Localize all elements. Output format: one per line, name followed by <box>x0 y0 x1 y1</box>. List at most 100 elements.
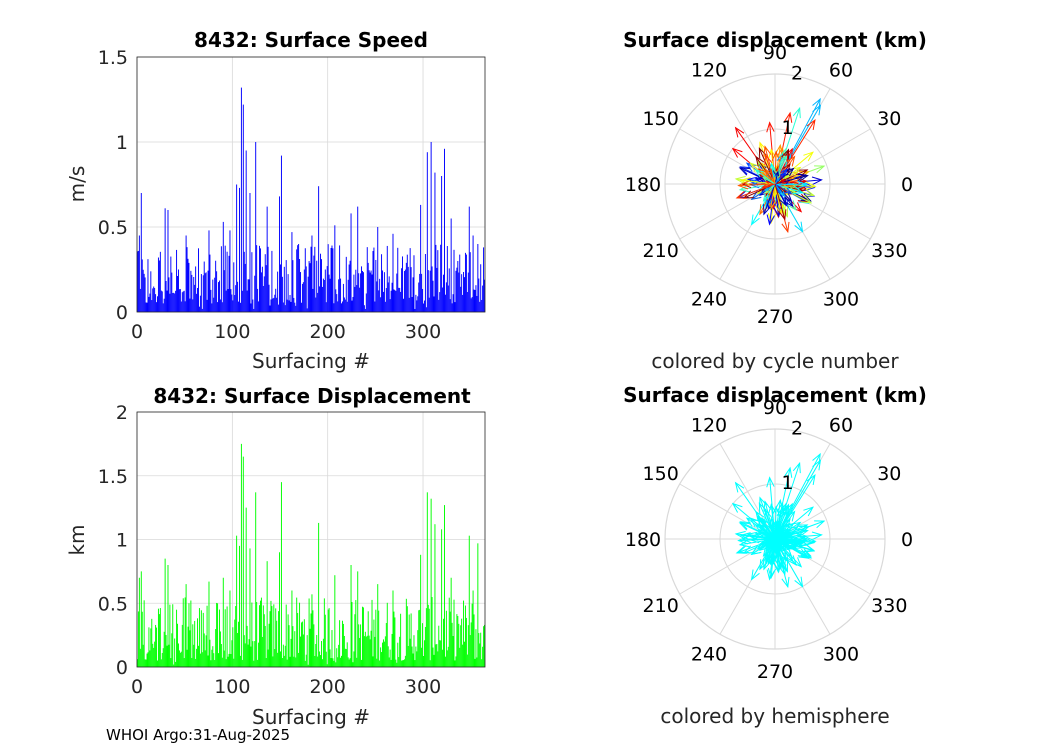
bar <box>251 602 253 667</box>
polar-angle-label: 240 <box>691 643 727 665</box>
bar <box>469 635 471 667</box>
bar <box>211 649 213 667</box>
bar <box>441 529 443 667</box>
arrow-head <box>764 168 771 176</box>
bar <box>439 292 441 312</box>
bar <box>286 299 288 312</box>
arrow-head <box>764 508 773 521</box>
arrow-head <box>765 552 773 562</box>
bar <box>446 650 448 667</box>
bar <box>296 597 298 667</box>
bar <box>388 276 390 312</box>
arrow-head <box>801 550 813 559</box>
bar <box>193 276 195 312</box>
bar <box>304 660 306 667</box>
arrow-shaft <box>740 179 776 185</box>
arrow-head <box>755 510 765 522</box>
arrow-head <box>780 168 788 176</box>
bar <box>476 295 478 312</box>
arrow-head <box>762 193 770 202</box>
bar <box>169 604 171 667</box>
arrow-head <box>737 536 749 545</box>
bar <box>356 285 358 312</box>
bar <box>182 598 184 667</box>
bar <box>345 649 347 667</box>
bar <box>328 274 330 312</box>
arrow-shaft <box>774 168 794 185</box>
polar-angle-label: 210 <box>643 240 679 262</box>
bar <box>169 293 171 312</box>
bar <box>397 247 399 312</box>
bar <box>387 282 389 312</box>
polar-cycle-labels: 0 30 60 90 120 150 180 210 240 270 300 330 1 2 <box>625 42 913 328</box>
bar <box>209 639 211 667</box>
bar <box>263 614 265 667</box>
bar <box>411 296 413 312</box>
bar <box>466 292 468 312</box>
bar <box>442 287 444 312</box>
displacement-arrow <box>764 523 776 540</box>
speed-axes-box <box>136 56 486 313</box>
bar <box>208 581 210 667</box>
bar <box>303 269 305 312</box>
bar <box>191 274 193 312</box>
arrow-head <box>761 517 770 527</box>
bar <box>318 186 320 312</box>
bar <box>254 275 256 312</box>
bar <box>385 288 387 312</box>
bar <box>367 262 369 312</box>
bar <box>190 600 192 667</box>
displacement-arrow <box>774 180 808 189</box>
arrow-shaft <box>774 535 785 540</box>
bar <box>310 246 312 312</box>
displacement-arrow <box>774 459 822 540</box>
bar <box>371 599 373 667</box>
bar <box>461 274 463 312</box>
bar <box>287 614 289 667</box>
bar <box>374 636 376 667</box>
arrow-head <box>780 523 788 531</box>
bar <box>409 248 411 312</box>
bar <box>181 292 183 312</box>
y-tick-label: 0.5 <box>98 593 128 615</box>
bar <box>184 597 186 667</box>
bar <box>300 636 301 667</box>
arrow-head <box>764 153 773 166</box>
arrow-shaft <box>774 538 786 552</box>
bar <box>402 256 404 312</box>
bar <box>387 646 389 667</box>
bar <box>470 298 472 312</box>
polar-cycle-title: Surface displacement (km) <box>623 28 927 52</box>
bar <box>303 619 305 667</box>
bar <box>157 660 158 667</box>
bar <box>348 659 350 667</box>
bar <box>316 635 318 667</box>
bar <box>470 622 472 667</box>
arrow-head <box>750 191 762 201</box>
bar <box>477 244 479 312</box>
bar <box>280 264 281 312</box>
arrow-head <box>797 173 809 182</box>
bar <box>265 658 267 667</box>
bar <box>177 643 179 667</box>
arrow-shaft <box>763 183 776 215</box>
bar <box>218 280 220 312</box>
bar <box>408 297 410 312</box>
bar <box>219 631 221 667</box>
bar <box>218 653 219 667</box>
arrow-head <box>783 551 794 563</box>
arrow-head <box>806 118 816 131</box>
bar <box>202 612 204 667</box>
bar <box>376 281 378 312</box>
bar <box>454 660 456 667</box>
bar <box>297 612 299 667</box>
bar <box>192 299 194 312</box>
bar <box>453 599 455 667</box>
arrow-head <box>785 522 795 532</box>
bar <box>336 648 338 667</box>
bar <box>430 498 432 667</box>
bar <box>352 662 354 667</box>
arrow-head <box>734 175 746 185</box>
bar <box>390 290 392 312</box>
arrow-head <box>812 459 822 471</box>
